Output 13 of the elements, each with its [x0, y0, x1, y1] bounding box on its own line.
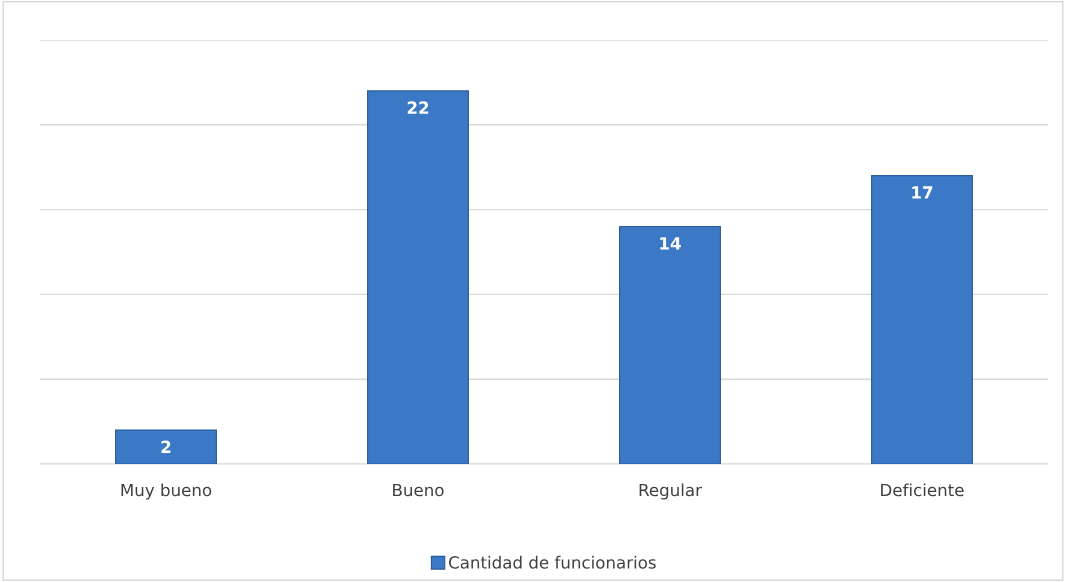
x-tick-label: Deficiente	[881, 483, 964, 497]
data-label: 17	[912, 186, 933, 199]
bar	[115, 429, 217, 464]
x-tick-label: Muy bueno	[121, 483, 212, 500]
x-tick-label: Bueno	[393, 483, 444, 497]
bar	[871, 175, 973, 464]
data-label: 22	[407, 101, 429, 114]
data-label: 14	[660, 237, 681, 250]
bar	[367, 90, 469, 464]
x-tick-label: Regular	[639, 483, 702, 500]
bar	[619, 226, 721, 464]
data-label: 2	[161, 440, 171, 453]
legend-label: Cantidad de funcionarios	[449, 555, 656, 569]
